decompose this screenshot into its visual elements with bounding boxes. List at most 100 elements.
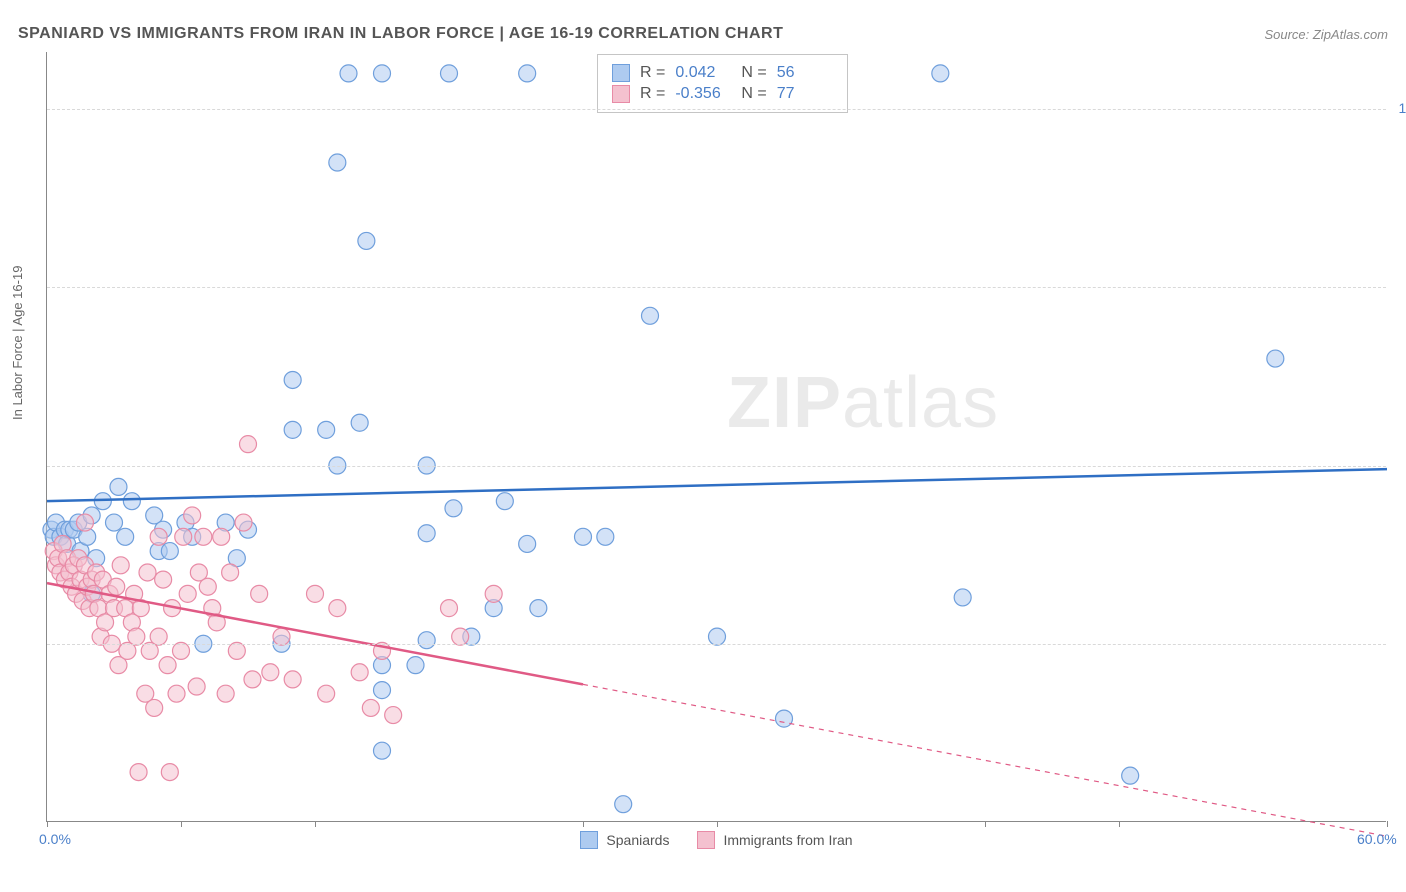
data-point — [284, 671, 301, 688]
data-point — [407, 657, 424, 674]
data-point — [108, 578, 125, 595]
data-point — [519, 65, 536, 82]
data-point — [128, 628, 145, 645]
swatch-icon — [580, 831, 598, 849]
x-tick — [985, 821, 986, 827]
data-point — [418, 525, 435, 542]
chart-title: SPANIARD VS IMMIGRANTS FROM IRAN IN LABO… — [18, 25, 783, 43]
correlation-row: R = 0.042 N = 56 — [612, 64, 833, 82]
data-point — [112, 557, 129, 574]
data-point — [374, 65, 391, 82]
data-point — [932, 65, 949, 82]
data-point — [273, 628, 290, 645]
data-point — [139, 564, 156, 581]
n-label: N = — [741, 64, 766, 82]
source-label: Source: ZipAtlas.com — [1264, 27, 1388, 42]
data-point — [188, 678, 205, 695]
data-point — [329, 600, 346, 617]
data-point — [240, 436, 257, 453]
data-point — [195, 528, 212, 545]
gridline — [47, 287, 1386, 288]
data-point — [184, 507, 201, 524]
data-point — [485, 585, 502, 602]
x-tick — [717, 821, 718, 827]
r-value: -0.356 — [675, 85, 731, 103]
legend: Spaniards Immigrants from Iran — [47, 831, 1386, 849]
data-point — [597, 528, 614, 545]
data-point — [244, 671, 261, 688]
data-point — [173, 642, 190, 659]
data-point — [161, 543, 178, 560]
data-point — [117, 528, 134, 545]
data-point — [358, 232, 375, 249]
y-tick-label: 50.0% — [1391, 457, 1406, 473]
gridline — [47, 644, 1386, 645]
r-label: R = — [640, 85, 665, 103]
data-point — [351, 664, 368, 681]
legend-item: Immigrants from Iran — [697, 831, 852, 849]
data-point — [76, 514, 93, 531]
data-point — [318, 685, 335, 702]
y-tick-label: 100.0% — [1391, 100, 1406, 116]
data-point — [329, 154, 346, 171]
swatch-icon — [697, 831, 715, 849]
data-point — [776, 710, 793, 727]
data-point — [217, 685, 234, 702]
legend-label: Immigrants from Iran — [723, 832, 852, 848]
data-point — [441, 600, 458, 617]
n-label: N = — [741, 85, 766, 103]
trend-line-dashed — [583, 684, 1387, 836]
data-point — [161, 764, 178, 781]
data-point — [351, 414, 368, 431]
x-tick-label: 0.0% — [39, 831, 71, 847]
trend-line — [47, 469, 1387, 501]
swatch-icon — [612, 85, 630, 103]
data-point — [150, 628, 167, 645]
swatch-icon — [612, 64, 630, 82]
data-point — [222, 564, 239, 581]
legend-label: Spaniards — [606, 832, 669, 848]
data-point — [307, 585, 324, 602]
data-point — [362, 699, 379, 716]
data-point — [496, 493, 513, 510]
data-point — [199, 578, 216, 595]
correlation-row: R =-0.356N =77 — [612, 85, 833, 103]
scatter-chart — [47, 52, 1386, 821]
x-tick — [47, 821, 48, 827]
data-point — [642, 307, 659, 324]
x-tick — [1119, 821, 1120, 827]
n-value: 56 — [777, 64, 833, 82]
data-point — [1122, 767, 1139, 784]
x-tick-label: 60.0% — [1357, 831, 1397, 847]
plot-area: ZIPatlas R =0.042N =56R =-0.356N =77 Spa… — [46, 52, 1386, 822]
data-point — [168, 685, 185, 702]
data-point — [418, 632, 435, 649]
data-point — [175, 528, 192, 545]
data-point — [519, 535, 536, 552]
header: SPANIARD VS IMMIGRANTS FROM IRAN IN LABO… — [18, 20, 1388, 48]
data-point — [284, 421, 301, 438]
data-point — [615, 796, 632, 813]
data-point — [106, 514, 123, 531]
data-point — [374, 682, 391, 699]
data-point — [709, 628, 726, 645]
data-point — [385, 707, 402, 724]
data-point — [123, 493, 140, 510]
gridline — [47, 466, 1386, 467]
data-point — [1267, 350, 1284, 367]
r-label: R = — [640, 64, 665, 82]
r-value: 0.042 — [675, 64, 731, 82]
data-point — [179, 585, 196, 602]
data-point — [150, 528, 167, 545]
data-point — [235, 514, 252, 531]
data-point — [441, 65, 458, 82]
data-point — [318, 421, 335, 438]
data-point — [110, 478, 127, 495]
x-tick — [315, 821, 316, 827]
x-tick — [583, 821, 584, 827]
x-tick — [181, 821, 182, 827]
data-point — [954, 589, 971, 606]
data-point — [340, 65, 357, 82]
data-point — [530, 600, 547, 617]
y-tick-label: 25.0% — [1391, 635, 1406, 651]
